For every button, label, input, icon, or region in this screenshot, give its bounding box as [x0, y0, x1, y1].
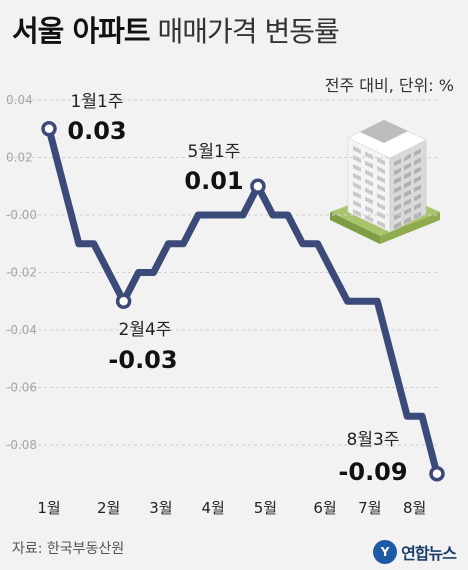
annotation-label: 1월1주: [71, 92, 124, 112]
chart-title-bold: 서울 아파트: [12, 14, 150, 48]
x-tick-label: 6월: [313, 499, 336, 517]
y-tick-label: -0.00: [6, 208, 37, 222]
y-tick-label: 0.02: [6, 151, 33, 165]
x-tick-label: 2월: [97, 499, 120, 517]
y-tick-label: -0.08: [6, 438, 37, 452]
yonhap-logo-text: 연합뉴스: [401, 544, 457, 563]
annotation-value: -0.09: [338, 458, 407, 486]
y-tick-label: 0.04: [6, 93, 33, 107]
x-tick-label: 5월: [254, 499, 277, 517]
annotation-label: 8월3주: [347, 430, 400, 450]
unit-note: 전주 대비, 단위: %: [324, 76, 454, 95]
y-tick-label: -0.04: [6, 323, 37, 337]
apartment-building-icon: [330, 119, 440, 244]
data-point-marker: [429, 466, 445, 482]
chart-title-light: 매매가격 변동률: [157, 15, 340, 48]
y-tick-label: -0.02: [6, 266, 37, 280]
data-point-marker: [250, 178, 266, 194]
annotation-label: 5월1주: [188, 142, 241, 162]
x-tick-label: 3월: [149, 499, 172, 517]
series-line: [45, 125, 441, 478]
x-tick-label: 8월: [403, 499, 426, 517]
x-tick-label: 1월: [37, 499, 60, 517]
chart-title: 서울 아파트 매매가격 변동률: [12, 8, 340, 50]
yonhap-logo-icon: Y: [373, 540, 398, 564]
y-tick-label: -0.06: [6, 381, 37, 395]
yonhap-logo: Y 연합뉴스: [373, 540, 457, 564]
annotation-value: 0.01: [184, 167, 243, 195]
annotation-value: 0.03: [67, 117, 126, 145]
x-tick-label: 4월: [201, 499, 224, 517]
annotation-label: 2월4주: [119, 320, 172, 340]
annotation-value: -0.03: [108, 346, 177, 374]
data-point-marker: [41, 121, 57, 137]
source-note: 자료: 한국부동산원: [12, 541, 125, 557]
data-point-marker: [115, 293, 132, 309]
x-tick-label: 7월: [358, 499, 381, 517]
